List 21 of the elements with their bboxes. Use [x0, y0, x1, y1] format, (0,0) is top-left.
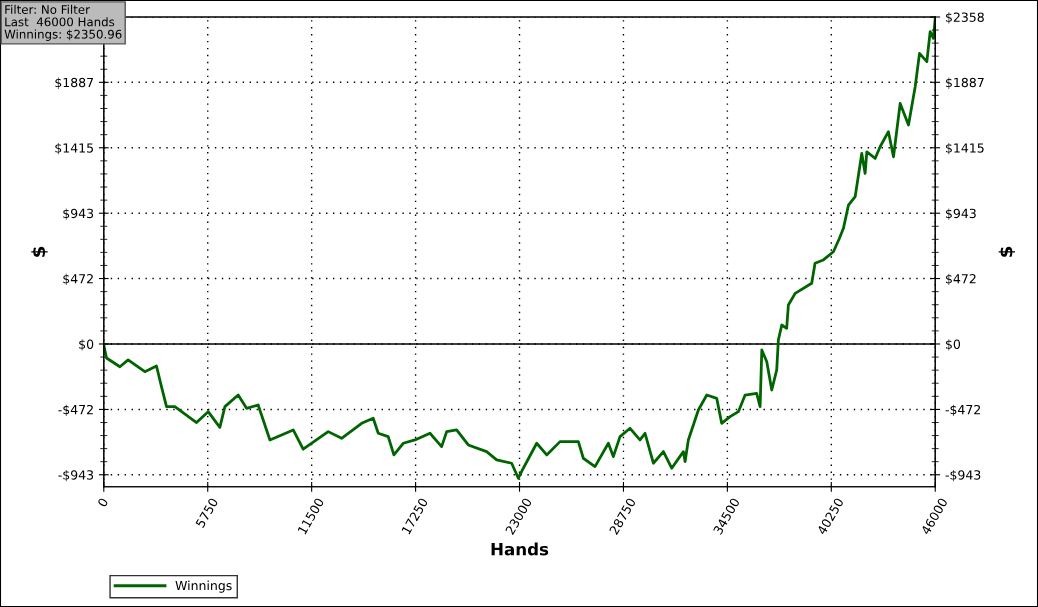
y2-tick-label: $943	[946, 208, 976, 220]
y-tick-label: $1887	[55, 77, 94, 89]
x-axis-title: Hands	[491, 542, 549, 556]
y-tick-label: $472	[63, 273, 93, 286]
y2-tick-label: -$943	[945, 470, 981, 482]
y-tick-label: $0	[79, 339, 94, 351]
legend-label: Winnings	[175, 580, 232, 593]
y2-tick-label: $0	[946, 339, 961, 351]
y2-tick-label: $1415	[946, 143, 984, 155]
y-tick-label: -$943	[58, 470, 94, 482]
annotation: Filter: No Filter Last 46000 Hands Winnings: $2350.96	[4, 4, 122, 41]
y2-tick-label: -$472	[945, 404, 981, 417]
y-axis-title: $	[31, 246, 48, 257]
y2-tick-label: $472	[946, 273, 976, 286]
y2-tick-label: $2358	[946, 12, 984, 24]
y2-axis-title: $	[998, 246, 1015, 257]
y2-tick-label: $1887	[946, 77, 984, 89]
y-tick-label: $1415	[55, 143, 93, 155]
y-tick-label: $943	[63, 208, 94, 220]
y-tick-label: -$472	[58, 404, 93, 417]
x-tick-label: 0	[97, 497, 109, 508]
